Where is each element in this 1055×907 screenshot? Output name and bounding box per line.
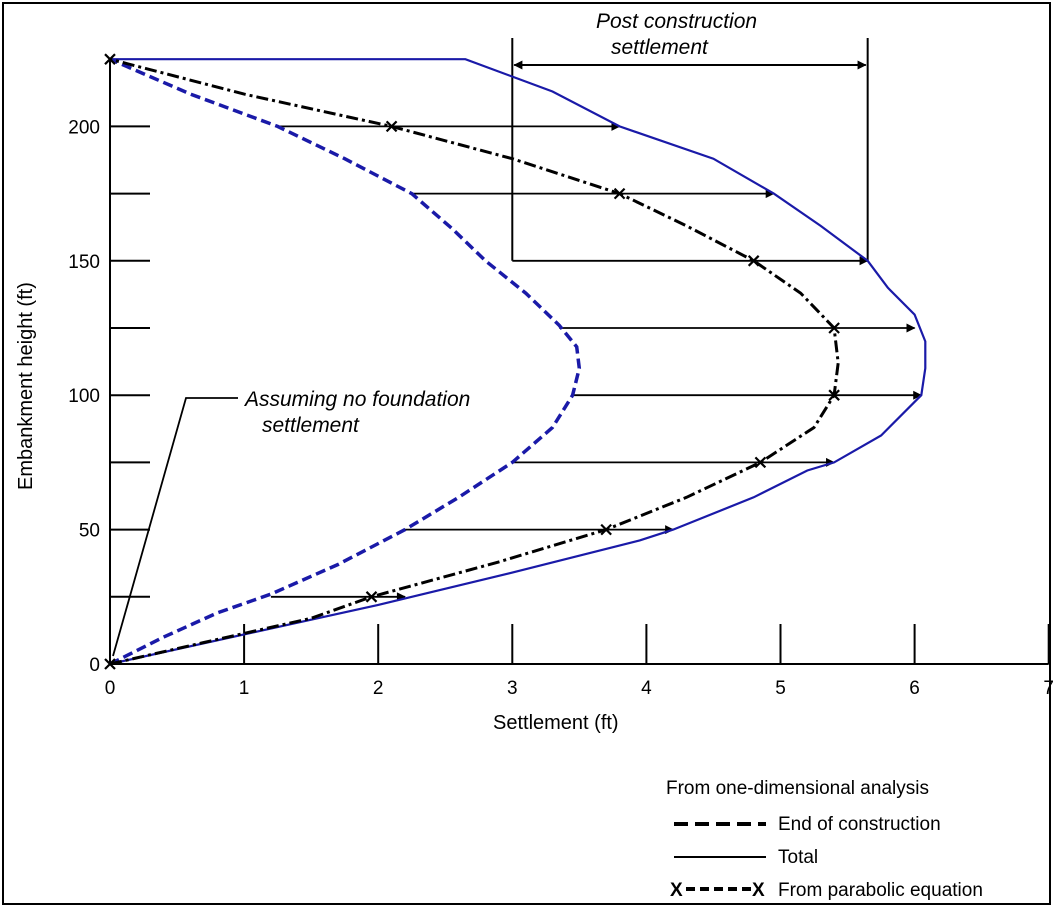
no-foundation-leader-line [112,397,238,657]
parabolic-marker-x [104,658,116,670]
legend-title: From one-dimensional analysis [666,778,929,799]
x-tick-label: 2 [373,678,384,699]
x-tick-label: 3 [507,678,518,699]
y-tick-label: 0 [89,655,100,676]
legend-x-marker-left: X [670,880,683,901]
axes: 0 1 2 3 4 5 6 7 0 50 100 150 200 [68,59,1054,699]
y-tick-label: 50 [79,521,100,542]
post-construction-label-line2: settlement [611,36,709,59]
parabolic-marker-x [613,187,626,200]
x-tick-label: 7 [1043,678,1054,699]
y-tick-label: 100 [68,386,100,407]
x-tick-label: 4 [641,678,652,699]
x-tick-label: 1 [239,678,250,699]
legend-item-total: Total [778,847,818,868]
legend-item-end-of-construction: End of construction [778,814,941,835]
parabolic-marker-x [754,456,767,469]
annotations: Post construction settlement Assuming no… [243,10,757,437]
legend-x-marker-right: X [752,880,765,901]
series-parabolic [109,57,840,666]
plot-area [104,38,927,670]
parabolic-marker-x [385,120,398,133]
y-axis-title: Embankment height (ft) [15,282,37,490]
x-axis-title: Settlement (ft) [493,712,619,734]
x-tick-label: 0 [105,678,116,699]
no-foundation-note-line1: Assuming no foundation [243,388,470,411]
parabolic-marker-x [600,523,612,536]
parabolic-marker-x [828,322,840,334]
post-construction-label-line1: Post construction [596,10,757,33]
parabolic-marker-x [747,255,760,267]
y-tick-label: 200 [68,117,100,138]
parabolic-marker-x [104,53,116,65]
parabolic-marker-x [828,389,840,401]
series-total [109,58,927,666]
no-foundation-note-line2: settlement [262,414,360,437]
x-tick-label: 6 [909,678,920,699]
parabolic-marker-x [365,591,378,603]
x-tick-label: 5 [775,678,786,699]
series-end-of-construction [109,57,582,666]
y-tick-label: 150 [68,252,100,273]
axis-titles: Settlement (ft) Embankment height (ft) [15,282,619,734]
legend: From one-dimensional analysis End of con… [666,778,983,901]
legend-item-parabolic: From parabolic equation [778,880,983,901]
